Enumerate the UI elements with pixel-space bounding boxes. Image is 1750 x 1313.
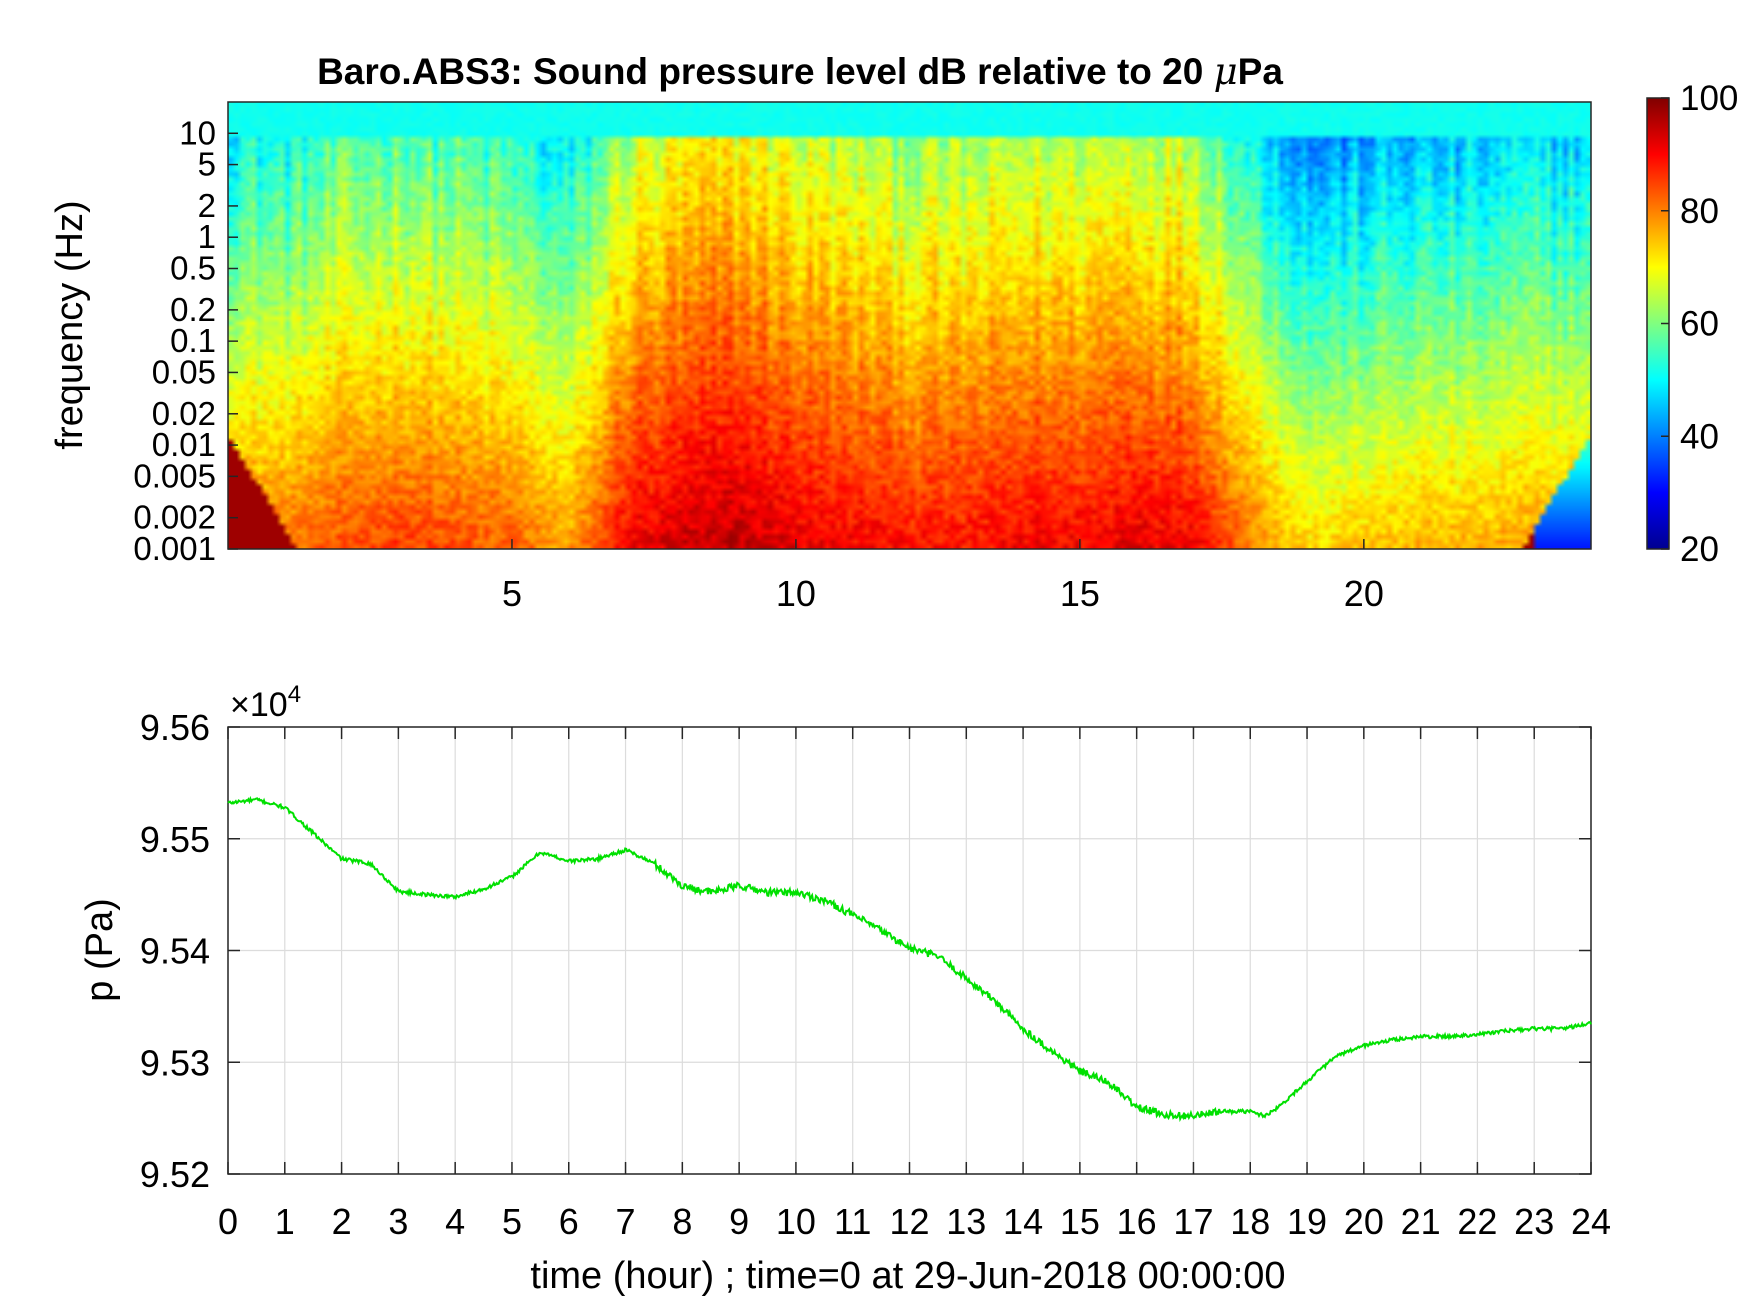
title-mu: μ	[1214, 50, 1238, 93]
colorbar-tick-label: 60	[1680, 305, 1719, 344]
pressure-x-tick-label: 3	[388, 1201, 408, 1242]
pressure-x-tick-label: 24	[1571, 1201, 1611, 1242]
spec-y-tick-label: 0.1	[170, 322, 216, 359]
exponent-base: ×10	[230, 686, 288, 724]
spectrogram-x-tick-labels: 5 10 15 20	[502, 539, 1384, 614]
spectrogram-title: Baro.ABS3: Sound pressure level dB relat…	[317, 50, 1283, 93]
colorbar-tick-label: 80	[1680, 192, 1719, 231]
exponent-power: 4	[288, 681, 301, 708]
spec-y-tick-label: 0.001	[133, 530, 216, 567]
pressure-y-tick-label: 9.52	[140, 1154, 210, 1195]
pressure-exponent-label: ×104	[230, 681, 301, 724]
pressure-x-tick-label: 13	[946, 1201, 986, 1242]
pressure-y-tick-label: 9.53	[140, 1042, 210, 1083]
pressure-x-tick-label: 6	[559, 1201, 579, 1242]
pressure-x-tick-label: 16	[1117, 1201, 1157, 1242]
pressure-y-tick-label: 9.56	[140, 707, 210, 748]
spec-x-tick-label: 15	[1060, 573, 1100, 614]
pressure-y-tick-label: 9.55	[140, 819, 210, 860]
title-suffix: Pa	[1238, 51, 1284, 92]
pressure-x-tick-label: 11	[834, 1201, 871, 1242]
pressure-y-axis-label: p (Pa)	[79, 898, 121, 1001]
spectrogram-y-axis-label: frequency (Hz)	[49, 200, 91, 449]
pressure-x-tick-label: 5	[502, 1201, 522, 1242]
pressure-x-tick-label: 17	[1173, 1201, 1213, 1242]
pressure-y-tick-label: 9.54	[140, 931, 210, 972]
pressure-x-tick-label: 0	[218, 1201, 238, 1242]
colorbar-tick-label: 100	[1680, 79, 1738, 118]
pressure-x-tick-label: 8	[672, 1201, 692, 1242]
spec-y-tick-label: 10	[179, 114, 216, 151]
spectrogram-heatmap	[228, 102, 1591, 549]
pressure-x-tick-label: 12	[889, 1201, 929, 1242]
colorbar-tick-label: 20	[1680, 530, 1719, 569]
pressure-x-tick-label: 14	[1003, 1201, 1043, 1242]
spec-x-tick-label: 10	[776, 573, 816, 614]
title-prefix: Baro.ABS3: Sound pressure level dB relat…	[317, 51, 1214, 92]
pressure-x-tick-label: 19	[1287, 1201, 1327, 1242]
colorbar-tick-label: 40	[1680, 417, 1719, 456]
pressure-x-tick-label: 22	[1457, 1201, 1497, 1242]
pressure-x-tick-label: 1	[275, 1201, 295, 1242]
spec-y-tick-label: 0.2	[170, 291, 216, 328]
spec-y-tick-label: 0.01	[152, 426, 216, 463]
spec-y-tick-label: 5	[198, 146, 216, 183]
pressure-x-tick-label: 4	[445, 1201, 465, 1242]
spec-y-tick-label: 1	[198, 218, 216, 255]
pressure-x-tick-label: 21	[1401, 1201, 1441, 1242]
pressure-x-tick-label: 9	[729, 1201, 749, 1242]
pressure-x-tick-labels: 0 1 2 3 4 5 6 7 8 9 10 11 12 13 14 15 16 17 18 19 20 21 22 23 24	[218, 727, 1611, 1242]
pressure-series-line	[227, 795, 1592, 1123]
pressure-x-tick-label: 10	[776, 1201, 816, 1242]
pressure-x-tick-label: 23	[1514, 1201, 1554, 1242]
spec-y-tick-label: 0.5	[170, 249, 216, 286]
spec-x-tick-label: 20	[1344, 573, 1384, 614]
pressure-x-axis-label: time (hour) ; time=0 at 29-Jun-2018 00:0…	[530, 1255, 1285, 1297]
pressure-x-tick-label: 7	[616, 1201, 636, 1242]
spectrogram-axes-box	[227, 101, 1592, 550]
pressure-x-tick-label: 15	[1060, 1201, 1100, 1242]
spec-y-tick-label: 0.005	[133, 457, 216, 494]
spec-y-tick-label: 0.02	[152, 395, 216, 432]
spec-y-tick-label: 0.002	[133, 499, 216, 536]
pressure-x-tick-label: 18	[1230, 1201, 1270, 1242]
pressure-x-tick-label: 20	[1344, 1201, 1384, 1242]
pressure-grid	[227, 726, 1592, 1175]
pressure-x-tick-label: 2	[332, 1201, 352, 1242]
colorbar-tick-labels: 20 40 60 80 100	[1661, 79, 1738, 569]
pressure-y-tick-labels: 9.52 9.53 9.54 9.55 9.56	[140, 707, 1591, 1195]
spec-y-tick-label: 2	[198, 187, 216, 224]
spec-y-tick-label: 0.05	[152, 353, 216, 390]
spec-x-tick-label: 5	[502, 573, 522, 614]
